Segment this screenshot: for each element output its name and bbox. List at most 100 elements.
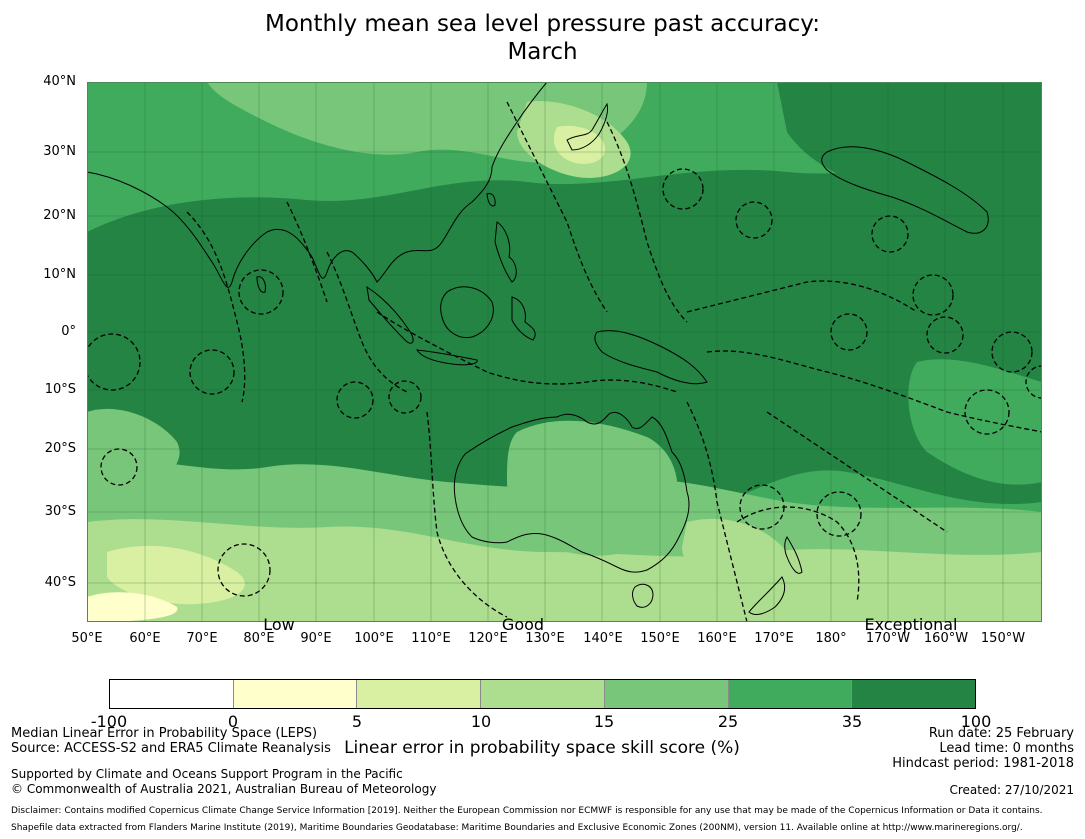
eez-bay-of-bengal: [326, 251, 408, 393]
qualitative-label-low: Low: [263, 615, 295, 634]
colorbar-tick: 0: [227, 712, 239, 731]
eez-indonesia: [376, 311, 678, 393]
coastline-asia-mainland: [87, 82, 548, 288]
colorbar-tick: 10: [470, 712, 492, 731]
lon-label: 150°E: [640, 631, 680, 646]
qualitative-label-exceptional: Exceptional: [864, 615, 958, 634]
colorbar-segment: [852, 680, 976, 708]
eez-pacific-grid-1: [686, 280, 918, 313]
leps-description: Median Linear Error in Probability Space…: [11, 726, 318, 741]
title-line-1: Monthly mean sea level pressure past acc…: [265, 11, 820, 37]
data-source: Source: ACCESS-S2 and ERA5 Climate Reana…: [11, 741, 331, 756]
colorbar-segment: [110, 680, 234, 708]
title-line-2: March: [507, 39, 578, 65]
eez-circle-10: [871, 215, 909, 253]
eez-india: [186, 201, 328, 403]
eez-circle-3: [336, 381, 374, 419]
eez-pacific-grid-2: [706, 350, 1042, 433]
skill-zone-far-south: [107, 545, 245, 605]
qualitative-label-good: Good: [501, 615, 545, 634]
eez-circle-7: [217, 543, 271, 597]
lon-label: 180°: [815, 631, 847, 646]
coastline-hawaii-region: [821, 146, 989, 234]
lon-label: 80°E: [243, 631, 275, 646]
coastline-new-zealand-south: [748, 576, 786, 615]
lon-label: 150°W: [980, 631, 1026, 646]
lon-label: 110°E: [411, 631, 451, 646]
shapefile-credit: Shapefile data extracted from Flanders M…: [11, 823, 1023, 833]
skill-zone-tropical-core: [87, 164, 1042, 520]
eez-circle-15: [816, 491, 862, 537]
coastline-japan: [566, 102, 608, 151]
eez-circle-9: [735, 201, 773, 239]
colorbar-tick: 100: [960, 712, 992, 731]
colorbar-segment: [604, 680, 729, 708]
eez-circle-16: [991, 331, 1033, 373]
eez-circle-4: [388, 380, 422, 414]
lon-label: 50°E: [71, 631, 103, 646]
coastline-new-zealand-north: [784, 536, 803, 574]
disclaimer: Disclaimer: Contains modified Copernicus…: [11, 806, 1043, 816]
eez-tasman: [736, 506, 860, 603]
colorbar-segment: [481, 680, 605, 708]
lead-time: Lead time: 0 months: [939, 741, 1074, 756]
lon-label: 170°E: [754, 631, 794, 646]
support-credit: Supported by Climate and Oceans Support …: [11, 767, 403, 781]
coastline-sumatra: [366, 285, 414, 344]
coastline-borneo: [440, 286, 494, 339]
lat-label: 40°S: [44, 575, 76, 590]
coastline-sri-lanka: [256, 276, 266, 293]
eez-boundaries: [87, 101, 1042, 622]
colorbar-segment: [357, 680, 482, 708]
skill-zone-far-south-low: [87, 592, 178, 622]
lat-label: 20°S: [44, 441, 76, 456]
skill-zone-southern-ocean-low: [87, 519, 1042, 622]
lon-label: 160°E: [697, 631, 737, 646]
created-date: Created: 27/10/2021: [949, 783, 1074, 797]
coastlines: [87, 82, 989, 615]
eez-australia-west: [426, 411, 508, 618]
lon-label: 70°E: [186, 631, 218, 646]
coastline-philippines: [494, 221, 517, 283]
colorbar-tick: 5: [351, 712, 363, 731]
skill-zone-tasman: [682, 518, 792, 593]
eez-circle-1: [87, 333, 141, 391]
lon-label: 100°E: [354, 631, 394, 646]
lon-label: 60°E: [129, 631, 161, 646]
coastline-tasmania: [632, 583, 654, 608]
lon-label: 90°E: [300, 631, 332, 646]
colorbar-tick: 35: [841, 712, 863, 731]
map-svg: [87, 82, 1042, 622]
run-date: Run date: 25 February: [928, 726, 1074, 741]
lon-label: 130°E: [525, 631, 565, 646]
map-border: [87, 82, 1042, 622]
lon-label: 140°E: [583, 631, 623, 646]
lat-label: 0°: [61, 324, 76, 339]
coastline-australia: [453, 412, 690, 573]
skill-zone-indian-west: [87, 408, 180, 488]
eez-circle-8: [662, 168, 704, 210]
colorbar: [109, 679, 976, 709]
eez-circle-2: [189, 349, 235, 395]
eez-circle-13: [830, 313, 868, 351]
colorbar-tick: 25: [717, 712, 739, 731]
lat-label: 30°N: [43, 144, 76, 159]
skill-zone-east-pacific: [908, 359, 1042, 485]
lat-label: 20°N: [43, 208, 76, 223]
lat-label: 40°N: [43, 74, 76, 89]
coastline-new-guinea: [594, 330, 708, 385]
eez-circle-6: [100, 448, 138, 486]
lat-label: 10°N: [43, 267, 76, 282]
skill-zone-australia: [507, 420, 678, 556]
colorbar-segment: [233, 680, 358, 708]
map-title: Monthly mean sea level pressure past acc…: [0, 10, 1085, 66]
hindcast-period: Hindcast period: 1981-2018: [892, 756, 1074, 771]
lat-label: 30°S: [44, 504, 76, 519]
colorbar-segment: [728, 680, 853, 708]
copyright: © Commonwealth of Australia 2021, Austra…: [11, 782, 437, 796]
eez-circle-11: [912, 274, 954, 316]
skill-zone-japan-hotspot: [553, 125, 606, 164]
colorbar-tick: -100: [90, 712, 128, 731]
colorbar-label: Linear error in probability space skill …: [344, 738, 740, 758]
graticule: [87, 82, 1042, 622]
